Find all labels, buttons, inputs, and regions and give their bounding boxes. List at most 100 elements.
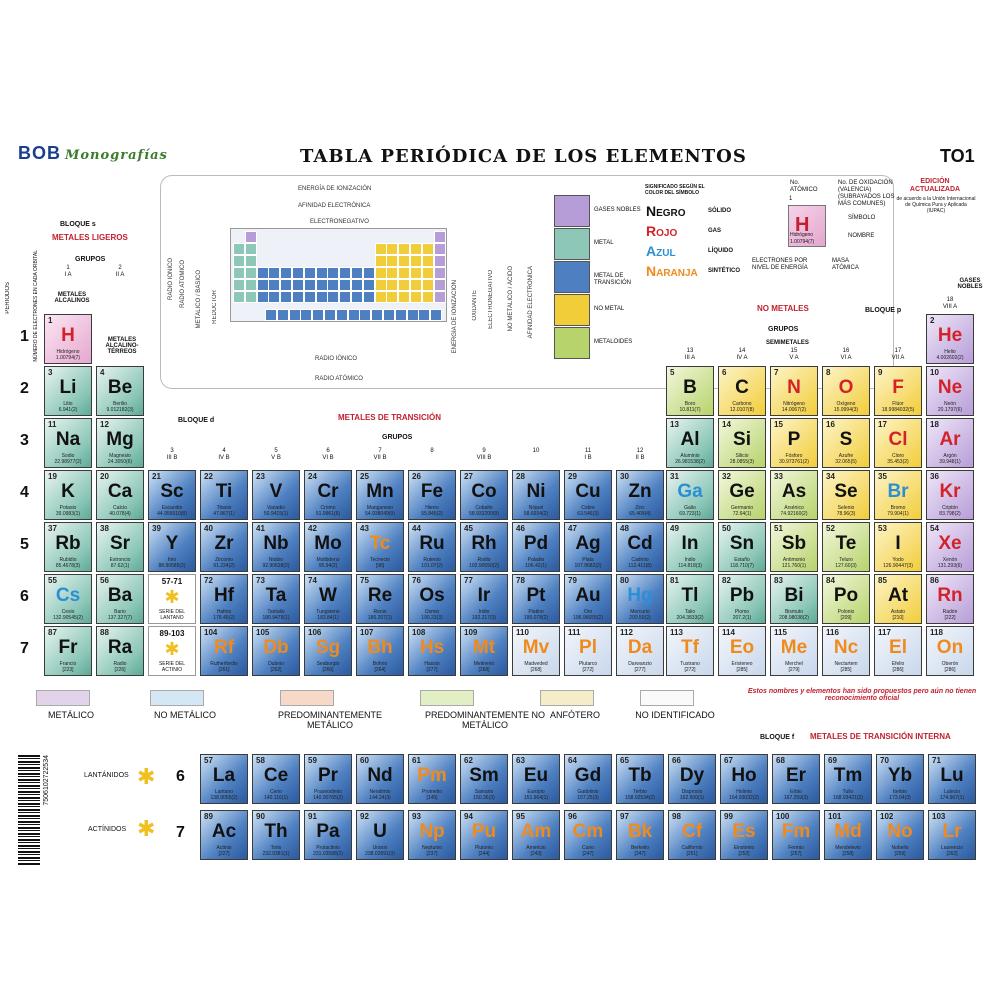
element-cell-tl[interactable]: 81 Tl Talio 204.3833(2) bbox=[666, 574, 714, 624]
element-cell-rh[interactable]: 45 Rh Rodio 102.90550(2) bbox=[460, 522, 508, 572]
element-cell-ce[interactable]: 58 Ce Cerio 140.116(1) bbox=[252, 754, 300, 804]
element-cell-tf[interactable]: 113 Tf Tustrano [272] bbox=[666, 626, 714, 676]
element-cell-bi[interactable]: 83 Bi Bismuto 208.98038(2) bbox=[770, 574, 818, 624]
element-cell-co[interactable]: 27 Co Cobalto 58.933200(9) bbox=[460, 470, 508, 520]
element-cell-mn[interactable]: 25 Mn Manganeso 54.938049(9) bbox=[356, 470, 404, 520]
element-cell-cr[interactable]: 24 Cr Cromo 51.9961(6) bbox=[304, 470, 352, 520]
element-cell-er[interactable]: 68 Er Erbio 167.259(3) bbox=[772, 754, 820, 804]
element-cell-cl[interactable]: 17 Cl Cloro 35.453(2) bbox=[874, 418, 922, 468]
element-cell-da[interactable]: 112 Da Darwanzio [277] bbox=[616, 626, 664, 676]
element-cell-in[interactable]: 49 In Indio 114.818(3) bbox=[666, 522, 714, 572]
element-cell-sc[interactable]: 21 Sc Escandio 44.955910(8) bbox=[148, 470, 196, 520]
element-cell-pm[interactable]: 61 Pm Prometio [145] bbox=[408, 754, 456, 804]
element-cell-cm[interactable]: 96 Cm Curio [247] bbox=[564, 810, 612, 860]
element-cell-no[interactable]: 102 No Nobelio [259] bbox=[876, 810, 924, 860]
element-cell-pb[interactable]: 82 Pb Plomo 207.2(1) bbox=[718, 574, 766, 624]
element-cell-pt[interactable]: 78 Pt Platino 195.078(2) bbox=[512, 574, 560, 624]
element-cell-kr[interactable]: 36 Kr Criptón 83.798(2) bbox=[926, 470, 974, 520]
element-cell-te[interactable]: 52 Te Teluro 127.60(3) bbox=[822, 522, 870, 572]
element-cell-ne[interactable]: 10 Ne Neón 20.1797(6) bbox=[926, 366, 974, 416]
element-cell-ni[interactable]: 28 Ni Níquel 58.6934(2) bbox=[512, 470, 560, 520]
element-cell-ge[interactable]: 32 Ge Germanio 72.64(1) bbox=[718, 470, 766, 520]
element-cell-he[interactable]: 2 He Helio 4.002602(2) bbox=[926, 314, 974, 364]
element-cell-hg[interactable]: 80 Hg Mercurio 200.59(2) bbox=[616, 574, 664, 624]
element-cell-k[interactable]: 19 K Potasio 39.0983(1) bbox=[44, 470, 92, 520]
element-cell-md[interactable]: 101 Md Mendelevio [258] bbox=[824, 810, 872, 860]
element-cell-c[interactable]: 6 C Carbono 12.0107(8) bbox=[718, 366, 766, 416]
element-cell-bk[interactable]: 97 Bk Berkelio [247] bbox=[616, 810, 664, 860]
element-cell-gd[interactable]: 64 Gd Gadolinio 157.25(3) bbox=[564, 754, 612, 804]
element-cell-os[interactable]: 76 Os Osmio 190.23(3) bbox=[408, 574, 456, 624]
element-cell-nc[interactable]: 116 Nc Nectartem [285] bbox=[822, 626, 870, 676]
element-cell-tm[interactable]: 69 Tm Tulio 168.93421(2) bbox=[824, 754, 872, 804]
element-cell-mo[interactable]: 42 Mo Molibdeno 95.94(2) bbox=[304, 522, 352, 572]
element-cell-br[interactable]: 35 Br Bromo 79.904(1) bbox=[874, 470, 922, 520]
element-cell-pa[interactable]: 91 Pa Protactinio 231.03588(2) bbox=[304, 810, 352, 860]
element-cell-lu[interactable]: 71 Lu Lutecio 174.967(1) bbox=[928, 754, 976, 804]
element-cell-ba[interactable]: 56 Ba Bario 137.327(7) bbox=[96, 574, 144, 624]
element-cell-w[interactable]: 74 W Tungsteno 183.84(1) bbox=[304, 574, 352, 624]
element-cell-ir[interactable]: 77 Ir Iridio 192.217(3) bbox=[460, 574, 508, 624]
element-cell-me[interactable]: 115 Me Merchel [279] bbox=[770, 626, 818, 676]
element-cell-at[interactable]: 85 At Astato [210] bbox=[874, 574, 922, 624]
element-cell-la[interactable]: 57 La Lantano 138.9055(2) bbox=[200, 754, 248, 804]
element-cell-bh[interactable]: 107 Bh Bohrio [264] bbox=[356, 626, 404, 676]
element-cell-pl[interactable]: 111 Pl Plutarco [272] bbox=[564, 626, 612, 676]
element-cell-cd[interactable]: 48 Cd Cadmio 112.411(8) bbox=[616, 522, 664, 572]
element-cell-am[interactable]: 95 Am Americio [243] bbox=[512, 810, 560, 860]
element-cell-be[interactable]: 4 Be Berilio 9.012182(3) bbox=[96, 366, 144, 416]
element-cell-ca[interactable]: 20 Ca Calcio 40.078(4) bbox=[96, 470, 144, 520]
element-cell-fe[interactable]: 26 Fe Hierro 55.845(2) bbox=[408, 470, 456, 520]
element-cell-li[interactable]: 3 Li Litio 6.941(2) bbox=[44, 366, 92, 416]
element-cell-i[interactable]: 53 I Yodo 126.90447(3) bbox=[874, 522, 922, 572]
element-cell-v[interactable]: 23 V Vanadio 50.9415(1) bbox=[252, 470, 300, 520]
element-cell-ga[interactable]: 31 Ga Galio 69.723(1) bbox=[666, 470, 714, 520]
element-cell-sm[interactable]: 62 Sm Samario 150.36(3) bbox=[460, 754, 508, 804]
element-cell-fm[interactable]: 100 Fm Fermio [257] bbox=[772, 810, 820, 860]
element-cell-ti[interactable]: 22 Ti Titanio 47.867(1) bbox=[200, 470, 248, 520]
element-cell-sn[interactable]: 50 Sn Estaño 118.710(7) bbox=[718, 522, 766, 572]
element-cell-na[interactable]: 11 Na Sodio 22.98977(2) bbox=[44, 418, 92, 468]
element-cell-o[interactable]: 8 O Oxígeno 15.9994(3) bbox=[822, 366, 870, 416]
element-cell-po[interactable]: 84 Po Polonio [209] bbox=[822, 574, 870, 624]
element-cell-rn[interactable]: 86 Rn Radón [222] bbox=[926, 574, 974, 624]
element-cell-tc[interactable]: 43 Tc Tecnecio [98] bbox=[356, 522, 404, 572]
element-cell-np[interactable]: 93 Np Neptunio [237] bbox=[408, 810, 456, 860]
element-cell-yb[interactable]: 70 Yb Iterbio 173.04(3) bbox=[876, 754, 924, 804]
element-cell-tb[interactable]: 65 Tb Terbio 158.92534(2) bbox=[616, 754, 664, 804]
element-cell-xe[interactable]: 54 Xe Xenón 131.293(6) bbox=[926, 522, 974, 572]
element-cell-fr[interactable]: 87 Fr Francio [223] bbox=[44, 626, 92, 676]
element-cell-al[interactable]: 13 Al Aluminio 26.981538(2) bbox=[666, 418, 714, 468]
element-cell-as[interactable]: 33 As Arsénico 74.92160(2) bbox=[770, 470, 818, 520]
element-cell-f[interactable]: 9 F Flúor 18.9984032(5) bbox=[874, 366, 922, 416]
element-cell-el[interactable]: 117 El Efelio [286] bbox=[874, 626, 922, 676]
element-cell-rf[interactable]: 104 Rf Rutherfordio [261] bbox=[200, 626, 248, 676]
element-cell-nd[interactable]: 60 Nd Neodimio 144.24(3) bbox=[356, 754, 404, 804]
element-cell-on[interactable]: 118 On Oberón [286] bbox=[926, 626, 974, 676]
element-cell-ag[interactable]: 47 Ag Plata 107.8682(2) bbox=[564, 522, 612, 572]
element-cell-sr[interactable]: 38 Sr Estroncio 87.62(1) bbox=[96, 522, 144, 572]
element-cell-nb[interactable]: 41 Nb Niobio 92.90638(2) bbox=[252, 522, 300, 572]
element-cell-cs[interactable]: 55 Cs Cesio 132.90545(2) bbox=[44, 574, 92, 624]
element-cell-db[interactable]: 105 Db Dubnio [262] bbox=[252, 626, 300, 676]
element-cell-ho[interactable]: 67 Ho Holmio 164.93032(2) bbox=[720, 754, 768, 804]
element-cell-ar[interactable]: 18 Ar Argón 39.948(1) bbox=[926, 418, 974, 468]
element-cell-cu[interactable]: 29 Cu Cobre 63.546(3) bbox=[564, 470, 612, 520]
element-cell-b[interactable]: 5 B Boro 10.811(7) bbox=[666, 366, 714, 416]
element-cell-u[interactable]: 92 U Uranio 238.02891(3) bbox=[356, 810, 404, 860]
element-cell-cf[interactable]: 98 Cf Californio [251] bbox=[668, 810, 716, 860]
element-cell-mv[interactable]: 110 Mv Madveded [268] bbox=[512, 626, 560, 676]
element-cell-rb[interactable]: 37 Rb Rubidio 85.4678(3) bbox=[44, 522, 92, 572]
element-cell-si[interactable]: 14 Si Silicio 28.0855(3) bbox=[718, 418, 766, 468]
element-cell-ac[interactable]: 89 Ac Actinio [227] bbox=[200, 810, 248, 860]
element-cell-ru[interactable]: 44 Ru Rutenio 101.07(2) bbox=[408, 522, 456, 572]
element-cell-mt[interactable]: 109 Mt Meitnerio [268] bbox=[460, 626, 508, 676]
element-cell-dy[interactable]: 66 Dy Disprosio 162.500(1) bbox=[668, 754, 716, 804]
element-cell-zr[interactable]: 40 Zr Zirconio 91.224(2) bbox=[200, 522, 248, 572]
element-cell-n[interactable]: 7 N Nitrógeno 14.0067(2) bbox=[770, 366, 818, 416]
element-cell-re[interactable]: 75 Re Renio 186.207(1) bbox=[356, 574, 404, 624]
element-cell-p[interactable]: 15 P Fósforo 30.973761(2) bbox=[770, 418, 818, 468]
element-cell-ra[interactable]: 88 Ra Radio [226] bbox=[96, 626, 144, 676]
element-cell-hf[interactable]: 72 Hf Hafnio 178.49(2) bbox=[200, 574, 248, 624]
element-cell-se[interactable]: 34 Se Selenio 78.96(3) bbox=[822, 470, 870, 520]
